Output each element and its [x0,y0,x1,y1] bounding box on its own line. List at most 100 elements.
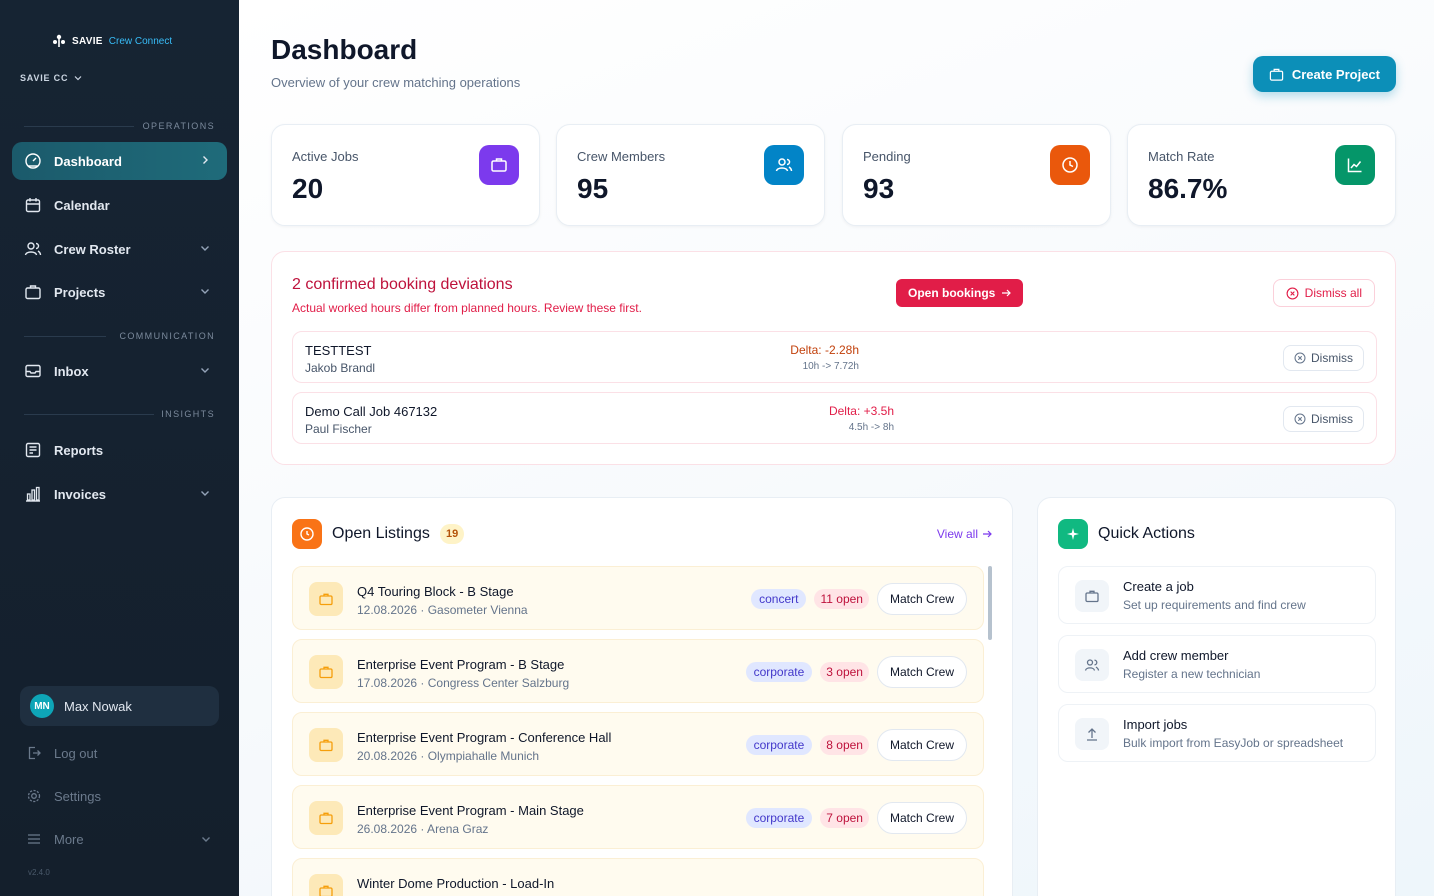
quick-action-subtitle: Register a new technician [1123,667,1261,681]
chevron-down-icon [201,491,209,496]
stat-label: Active Jobs [292,149,359,164]
listing-meta: 20.08.2026 · Olympiahalle Munich [357,749,540,763]
stat-value: 93 [863,173,895,204]
view-all-label: View all [936,527,978,541]
sidebar-item-crew-roster[interactable]: Crew Roster [12,230,227,268]
menu-icon [28,834,40,844]
match-crew-button[interactable]: Match Crew [876,656,967,688]
more-label: More [54,831,84,847]
listing-type-badge: corporate [745,735,813,755]
user-profile[interactable]: MN Max Nowak [20,686,219,726]
section-label-insights: INSIGHTS [161,409,215,419]
match-crew-button[interactable]: Match Crew [876,729,967,761]
stat-value: 95 [577,173,609,204]
listing-item[interactable]: Enterprise Event Program - Main Stage 26… [292,785,984,849]
quick-action-title: Add crew member [1123,648,1229,663]
inbox-icon [24,362,42,380]
gear-icon [27,789,41,803]
listing-meta: 12.08.2026 · Gasometer Vienna [357,603,528,617]
arrow-right-icon [983,530,992,538]
deviation-person: Jakob Brandl [305,361,376,375]
main-content: Dashboard Overview of your crew matching… [239,0,1434,896]
sidebar-item-calendar[interactable]: Calendar [12,186,227,224]
chevron-down-icon [201,289,209,294]
page-subtitle: Overview of your crew matching operation… [271,75,521,90]
open-listings-panel: Open Listings 19 View all Q4 Touring Blo… [271,497,1013,896]
listing-open-badge: 8 open [820,735,869,755]
deviation-job-name: TESTTEST [305,343,372,358]
sidebar-item-inbox[interactable]: Inbox [12,352,227,390]
briefcase-icon [1075,580,1109,612]
org-switcher[interactable]: SAVIE CC [20,73,82,83]
page-title: Dashboard [271,34,418,65]
quick-action-add-crew[interactable]: Add crew member Register a new technicia… [1058,635,1376,693]
close-circle-icon [1286,287,1299,299]
deviation-range: 10h -> 7.72h [802,361,859,372]
quick-action-import-jobs[interactable]: Import jobs Bulk import from EasyJob or … [1058,704,1376,762]
quick-action-create-job[interactable]: Create a job Set up requirements and fin… [1058,566,1376,624]
stat-label: Match Rate [1148,149,1215,164]
listing-item[interactable]: Enterprise Event Program - Conference Ha… [292,712,984,776]
match-crew-button[interactable]: Match Crew [876,802,967,834]
stat-value: 86.7% [1148,173,1228,204]
listing-item[interactable]: Winter Dome Production - Load-In [292,858,984,896]
more-button[interactable]: More [26,831,212,847]
listing-item[interactable]: Q4 Touring Block - B Stage 12.08.2026 · … [292,566,984,630]
listing-open-badge: 3 open [820,662,869,682]
listing-title: Enterprise Event Program - Main Stage [357,803,584,818]
quick-actions-title: Quick Actions [1098,525,1195,542]
sidebar-item-reports[interactable]: Reports [12,431,227,469]
listing-type-badge: corporate [745,808,813,828]
stat-card-match-rate: Match Rate 86.7% [1127,124,1396,226]
open-bookings-label: Open bookings [908,286,996,300]
dismiss-label: Dismiss [1311,351,1353,365]
stat-card-crew-members: Crew Members 95 [556,124,825,226]
listing-type-badge: concert [751,589,807,609]
clock-icon [292,519,322,549]
logout-button[interactable]: Log out [26,745,97,761]
briefcase-icon [309,728,343,762]
bar-chart-icon [24,485,42,503]
sidebar-item-projects[interactable]: Projects [12,273,227,311]
users-icon [764,145,804,185]
listing-open-badge: 7 open [820,808,869,828]
logout-icon [28,746,41,760]
listing-title: Enterprise Event Program - B Stage [357,657,565,672]
sidebar-item-label: Projects [54,284,106,300]
listing-meta: 26.08.2026 · Arena Graz [357,822,489,836]
chevron-down-icon [74,76,82,81]
dismiss-all-label: Dismiss all [1304,286,1362,300]
listing-title: Q4 Touring Block - B Stage [357,584,514,599]
quick-action-title: Create a job [1123,579,1194,594]
view-all-link[interactable]: View all [937,527,992,541]
brand-logo[interactable]: SAVIE Crew Connect [52,34,172,48]
open-bookings-button[interactable]: Open bookings [896,279,1024,307]
listing-meta: 17.08.2026 · Congress Center Salzburg [357,676,570,690]
dismiss-button[interactable]: Dismiss [1283,345,1364,371]
briefcase-icon [24,283,42,301]
chevron-down-icon [202,837,210,842]
sidebar-item-dashboard[interactable]: Dashboard [12,142,227,180]
dismiss-button[interactable]: Dismiss [1283,406,1364,432]
clock-icon [1050,145,1090,185]
deviation-delta: Delta: -2.28h [790,343,859,357]
dismiss-all-button[interactable]: Dismiss all [1272,279,1375,307]
create-project-button[interactable]: Create Project [1252,56,1396,92]
report-icon [24,441,42,459]
chevron-right-icon [203,156,208,164]
deviation-row: TESTTEST Jakob Brandl Delta: -2.28h 10h … [292,331,1377,383]
deviation-job-name: Demo Call Job 467132 [305,404,438,419]
listing-item[interactable]: Enterprise Event Program - B Stage 17.08… [292,639,984,703]
chevron-down-icon [201,246,209,251]
sidebar-item-label: Dashboard [54,153,122,169]
listing-open-badge: 11 open [814,589,869,609]
gauge-icon [24,152,42,170]
deviation-delta: Delta: +3.5h [828,404,894,418]
stat-value: 20 [292,173,324,204]
listing-type-badge: corporate [745,662,813,682]
deviation-person: Paul Fischer [305,422,372,436]
sidebar-item-invoices[interactable]: Invoices [12,475,227,513]
match-crew-button[interactable]: Match Crew [876,583,967,615]
scrollbar-thumb[interactable] [988,566,992,640]
settings-button[interactable]: Settings [26,788,101,804]
